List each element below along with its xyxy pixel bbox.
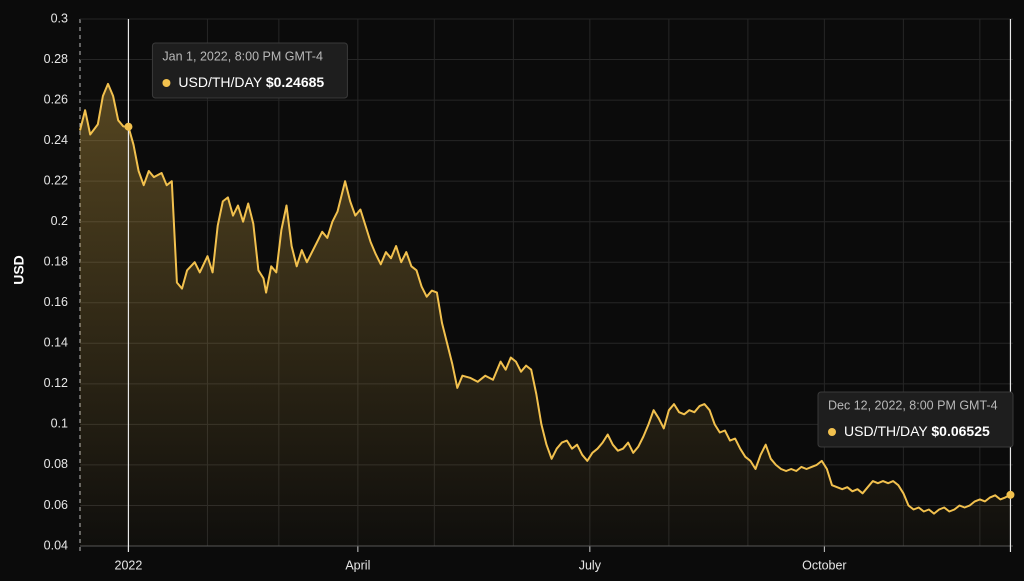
tooltip-dot [162,79,171,87]
tooltip: Jan 1, 2022, 8:00 PM GMT-4 USD/TH/DAY $0.… [151,42,348,99]
tooltip-title: Dec 12, 2022, 8:00 PM GMT-4 [828,398,998,412]
y-tick-label: 0.16 [44,295,68,309]
point [1006,490,1015,499]
y-tick-label: 0.12 [44,376,68,390]
tooltip-title: Jan 1, 2022, 8:00 PM GMT-4 [162,49,323,63]
tooltip: Dec 12, 2022, 8:00 PM GMT-4 USD/TH/DAY $0… [817,391,1014,448]
y-tick-label: 0.26 [44,92,68,106]
y-axis-label: USD [11,255,27,285]
y-tick-label: 0.28 [44,52,68,66]
tooltip-value-label: $0.24685 [266,74,325,90]
tooltip-value: USD/TH/DAY $0.24685 [178,74,324,90]
y-tick-label: 0.3 [51,11,68,25]
area [80,83,1011,547]
tooltip-box [151,42,348,99]
y-tick-label: 0.06 [44,498,68,512]
tooltip-dot [828,428,836,436]
tooltip-value: USD/TH/DAY $0.06525 [844,423,990,439]
y-tick-label: 0.22 [44,173,68,187]
y-tick-label: 0.14 [44,336,68,350]
y-tick-label: 0.1 [51,417,68,431]
tooltip-box [817,391,1014,448]
y-tick-label: 0.04 [44,538,68,552]
x-tick-label: April [345,558,370,572]
point [124,122,133,131]
y-tick-label: 0.24 [44,133,68,147]
tooltip-value-label: $0.06525 [931,423,990,439]
tooltip-series: USD/TH/DAY [844,423,928,439]
y-tick-label: 0.08 [44,457,68,471]
line [79,82,1011,515]
x-tick-label: July [579,558,602,572]
x-tick-label: October [802,558,846,572]
tooltip-series: USD/TH/DAY [178,74,262,90]
x-tick-label: 2022 [115,558,143,572]
y-tick-label: 0.2 [51,214,68,228]
y-tick-label: 0.18 [44,255,68,269]
